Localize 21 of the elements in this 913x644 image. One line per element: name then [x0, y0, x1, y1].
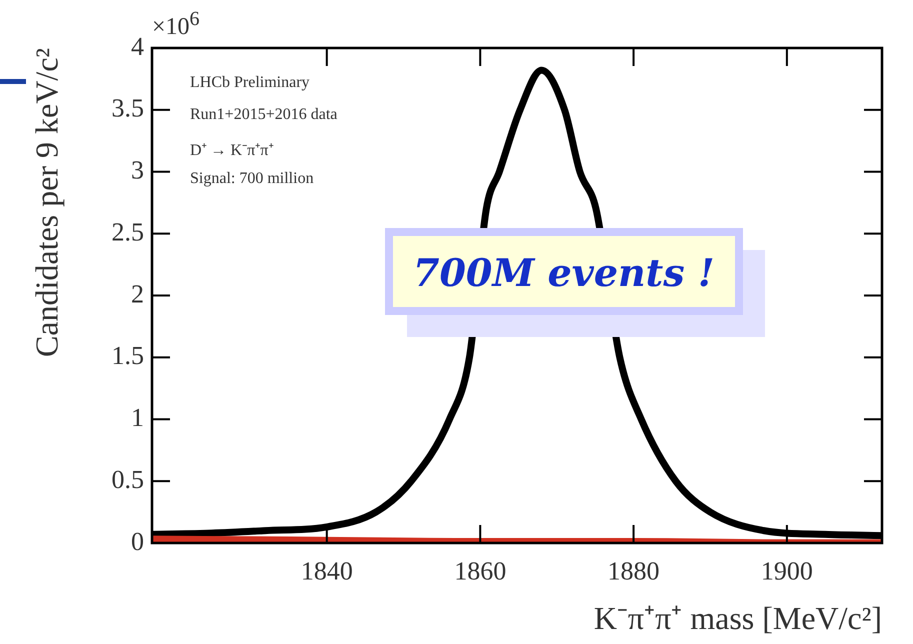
y-tick-label: 3	[131, 156, 144, 185]
x-tick-label: 1900	[760, 556, 813, 586]
annotation: Run1+2015+2016 data	[190, 106, 338, 124]
y-tick-label: 4	[131, 32, 144, 61]
annotation: 700M events !	[385, 228, 743, 315]
y-tick-label: 1	[131, 403, 144, 432]
x-tick-label: 1860	[454, 556, 506, 586]
text: ×10$^{6}$	[152, 8, 200, 41]
annotation: LHCb Preliminary	[190, 74, 310, 92]
annotation: D⁺ → K⁻π⁺π⁺	[190, 141, 274, 160]
annotation: Signal: 700 million	[190, 170, 314, 188]
y-tick-label: 2	[131, 279, 144, 308]
x-tick-label: 1840	[300, 556, 353, 586]
x-axis-title: K⁻π⁺π⁺ mass [MeV/c²]	[594, 600, 882, 636]
x-tick-label: 1880	[608, 556, 660, 586]
y-tick-label: 0	[131, 526, 144, 556]
y-tick-label: 0.5	[112, 464, 144, 494]
y-tick-label: 2.5	[112, 217, 144, 246]
y-tick-label: 1.5	[112, 341, 144, 370]
y-axis-title: Candidates per 9 keV/c²	[28, 48, 65, 358]
y-tick-label: 3.5	[112, 94, 144, 123]
